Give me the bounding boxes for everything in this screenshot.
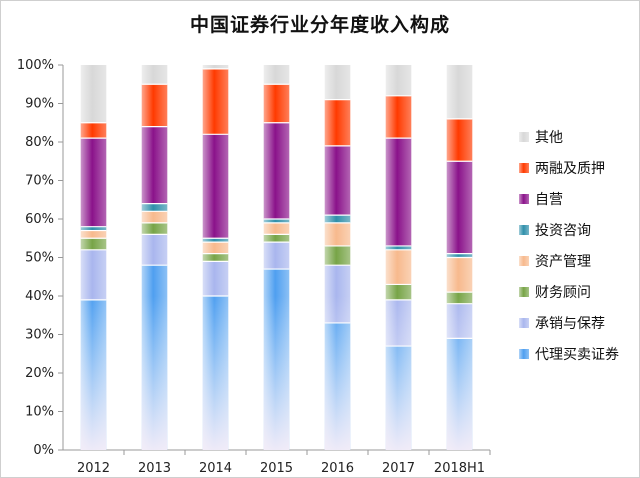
bar-segment-2016-自营: [324, 145, 351, 216]
legend-label-投资咨询: 投资咨询: [535, 223, 591, 239]
y-tick-label: 20%: [25, 366, 54, 381]
legend-swatch-代理买卖证券: [519, 349, 529, 359]
y-tick-label: 70%: [25, 174, 54, 189]
legend-label-代理买卖证券: 代理买卖证券: [535, 347, 619, 363]
bar-segment-2014-财务顾问: [202, 253, 229, 262]
x-tick-label-2013: 2013: [138, 461, 171, 476]
y-tick-label: 50%: [25, 251, 54, 266]
bar-segment-2018H1-自营: [446, 161, 473, 254]
bar-segment-2013-资产管理: [141, 211, 168, 223]
bar-base-highlight: [385, 276, 412, 450]
legend-label-财务顾问: 财务顾问: [535, 285, 591, 301]
bar-segment-2013-其他: [141, 65, 168, 85]
bar-base-highlight: [324, 276, 351, 450]
bar-segment-2015-投资咨询: [263, 219, 290, 223]
x-tick-label-2017: 2017: [382, 461, 415, 476]
bar-segment-2017-两融及质押: [385, 95, 412, 139]
bar-segment-2012-财务顾问: [80, 238, 107, 250]
bar-segment-2014-两融及质押: [202, 68, 229, 135]
bar-segment-2013-投资咨询: [141, 203, 168, 212]
x-tick-label-2018H1: 2018H1: [434, 461, 485, 476]
legend-label-自营: 自营: [535, 192, 563, 208]
legend-swatch-其他: [519, 132, 529, 142]
chart-title: 中国证券行业分年度收入构成: [189, 14, 450, 36]
bar-segment-2015-承销与保荐: [263, 242, 290, 270]
bar-segment-2014-资产管理: [202, 242, 229, 254]
legend-label-承销与保荐: 承销与保荐: [535, 316, 605, 332]
bar-segment-2013-财务顾问: [141, 222, 168, 235]
bar-segment-2012-自营: [80, 138, 107, 227]
bars: [80, 65, 473, 450]
legend-swatch-资产管理: [519, 256, 529, 266]
bar-segment-2016-资产管理: [324, 222, 351, 246]
x-tick-label-2016: 2016: [321, 461, 354, 476]
legend-swatch-投资咨询: [519, 225, 529, 235]
y-tick-label: 60%: [25, 212, 54, 227]
bar-segment-2016-两融及质押: [324, 99, 351, 146]
bar-segment-2012-两融及质押: [80, 122, 107, 139]
bar-base-highlight: [263, 276, 290, 450]
bar-segment-2012-投资咨询: [80, 226, 107, 231]
y-tick-label: 80%: [25, 135, 54, 150]
bar-segment-2018H1-投资咨询: [446, 253, 473, 258]
bar-base-highlight: [141, 276, 168, 450]
bar-segment-2012-资产管理: [80, 230, 107, 239]
x-tick-label-2014: 2014: [199, 461, 232, 476]
bar-segment-2012-其他: [80, 65, 107, 123]
legend-label-其他: 其他: [535, 130, 563, 146]
bar-segment-2018H1-其他: [446, 65, 473, 119]
x-tick-label-2012: 2012: [77, 461, 110, 476]
bar-base-highlight: [202, 276, 229, 450]
legend-swatch-财务顾问: [519, 287, 529, 297]
y-tick-label: 30%: [25, 328, 54, 343]
legend-swatch-自营: [519, 194, 529, 204]
y-tick-label: 0%: [33, 443, 54, 458]
legend-label-资产管理: 资产管理: [535, 254, 591, 270]
bar-segment-2015-其他: [263, 65, 290, 85]
legend-swatch-两融及质押: [519, 163, 529, 173]
bar-segment-2014-投资咨询: [202, 238, 229, 243]
y-tick-label: 90%: [25, 97, 54, 112]
bar-segment-2013-承销与保荐: [141, 234, 168, 266]
bar-segment-2015-自营: [263, 122, 290, 219]
bar-segment-2014-自营: [202, 134, 229, 239]
bar-segment-2016-投资咨询: [324, 215, 351, 223]
legend-swatch-承销与保荐: [519, 318, 529, 328]
bar-base-highlight: [80, 276, 107, 450]
bar-segment-2015-资产管理: [263, 222, 290, 235]
bar-segment-2018H1-两融及质押: [446, 118, 473, 162]
bar-segment-2013-两融及质押: [141, 84, 168, 127]
bar-segment-2016-其他: [324, 65, 351, 100]
bar-segment-2014-其他: [202, 65, 229, 69]
bar-segment-2016-财务顾问: [324, 245, 351, 266]
axes: 0% 10% 20% 30% 40% 50% 60% 70% 80% 90% 100% 2012 201…: [17, 58, 491, 476]
bar-segment-2015-财务顾问: [263, 234, 290, 243]
bar-base-highlight: [446, 276, 473, 450]
bar-segment-2015-两融及质押: [263, 84, 290, 123]
legend-label-两融及质押: 两融及质押: [535, 161, 605, 177]
y-tick-label: 10%: [25, 405, 54, 420]
bar-segment-2017-其他: [385, 65, 412, 96]
x-tick-label-2015: 2015: [260, 461, 293, 476]
bar-segment-2013-自营: [141, 126, 168, 204]
y-tick-label: 100%: [17, 58, 54, 73]
bar-segment-2017-投资咨询: [385, 245, 412, 250]
y-tick-label: 40%: [25, 289, 54, 304]
bar-segment-2017-自营: [385, 138, 412, 246]
